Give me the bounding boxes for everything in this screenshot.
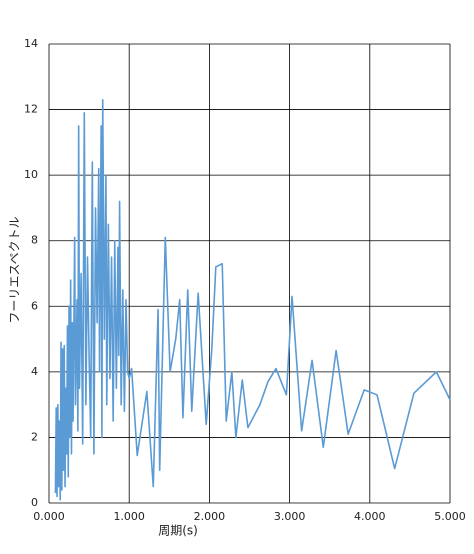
x-tick-label: 2.000 [194, 510, 226, 523]
y-tick-label: 12 [24, 103, 38, 116]
x-tick-label: 5.000 [434, 510, 466, 523]
x-axis-label: 周期(s) [158, 524, 198, 538]
x-tick-label: 1.000 [113, 510, 145, 523]
x-tick-label: 3.000 [274, 510, 306, 523]
x-tick-label: 0.000 [33, 510, 65, 523]
y-tick-label: 4 [31, 365, 38, 378]
x-tick-label: 4.000 [354, 510, 386, 523]
y-tick-label: 0 [31, 496, 38, 509]
y-tick-label: 14 [24, 37, 38, 50]
y-tick-label: 10 [24, 168, 38, 181]
y-tick-label: 2 [31, 430, 38, 443]
y-tick-label: 6 [31, 299, 38, 312]
y-tick-label: 8 [31, 234, 38, 247]
data-line [54, 98, 451, 501]
y-axis-label: フーリエスペクトル [8, 216, 22, 323]
